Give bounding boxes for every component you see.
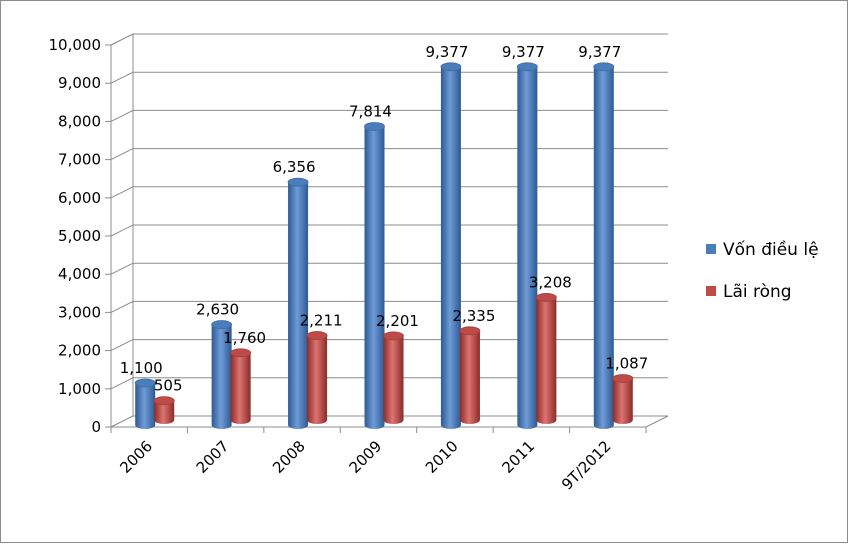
bar-top [287,177,309,187]
bar-top [459,326,481,336]
bar-top [535,293,557,302]
y-tick-label: 6,000 [58,189,101,207]
bar [517,66,538,430]
bar-top [516,62,538,72]
legend-label-von-dieu-le: Vốn điều lệ [723,239,819,260]
legend: Vốn điều lệ Lãi ròng [706,239,819,302]
bar-top [593,62,615,72]
bar [440,66,461,430]
data-labels: 1,100 2,630 6,356 7,814 9,377 9,377 9,377 505 1,… [120,43,649,395]
x-tick-label: 9T/2012 [558,437,615,494]
bar [288,182,309,429]
bar-top [134,378,156,388]
bar [459,330,480,424]
bar [307,335,328,424]
data-label: 6,356 [273,158,316,176]
data-label: 2,335 [452,307,495,325]
gridline [110,33,668,46]
legend-swatch-lai-rong [706,286,716,296]
bar [364,126,385,430]
bar-top [383,331,404,341]
x-tick-label: 2006 [116,437,156,477]
bar [230,352,251,424]
y-tick-label: 2,000 [58,342,101,360]
data-label: 1,087 [605,354,648,372]
data-label: 1,760 [223,329,266,347]
data-label: 505 [154,377,183,395]
y-tick-label: 9,000 [58,74,101,92]
gridlines [110,33,668,390]
bar-top [153,396,175,406]
data-label: 1,100 [120,359,163,377]
bar [536,297,557,424]
gridline [110,262,668,275]
bar [593,66,614,430]
bar-top [230,348,252,358]
y-tick-label: 10,000 [49,36,102,54]
data-label: 3,208 [529,273,572,291]
bar [154,400,175,424]
gridline [110,300,668,313]
bar-top [211,320,233,329]
bar-top [440,62,462,72]
x-tick-label: 2009 [346,437,386,477]
gridline [110,377,668,390]
bar [211,324,232,429]
bar-top [306,331,328,340]
bar-top [612,374,634,383]
y-tick-label: 5,000 [58,227,101,245]
y-tick-label: 4,000 [58,265,101,283]
data-label: 2,211 [300,312,343,330]
y-tick-label: 7,000 [58,151,101,169]
y-tick-label: 0 [91,418,101,436]
y-axis: 0 1,000 2,000 3,000 4,000 5,000 6,000 7,000 8,00… [49,36,112,436]
bar [383,335,404,424]
gridline [110,224,668,237]
gridline [110,186,668,199]
data-label: 2,201 [376,312,419,330]
data-label: 2,630 [196,301,239,319]
data-label: 9,377 [578,43,621,61]
y-tick-label: 3,000 [58,303,101,321]
x-tick-label: 2010 [422,437,462,477]
data-label: 9,377 [425,43,468,61]
data-label: 9,377 [502,43,545,61]
gridline [110,339,668,352]
bar [135,382,156,429]
y-tick-label: 8,000 [58,112,101,130]
y-tick-label: 1,000 [58,380,101,398]
gridline [110,109,668,122]
gridline [110,71,668,84]
x-tick-label: 2008 [269,437,309,477]
gridline [110,148,668,161]
legend-label-lai-rong: Lãi ròng [723,282,792,302]
bar [612,378,633,424]
bar-top [364,122,385,131]
x-tick-label: 2007 [193,437,233,477]
x-tick-label: 2011 [498,437,538,477]
legend-swatch-von-dieu-le [706,244,716,254]
x-axis: 2006 2007 2008 2009 2010 2011 9T/2012 [110,426,647,494]
bars [134,62,634,430]
data-label: 7,814 [349,103,392,121]
